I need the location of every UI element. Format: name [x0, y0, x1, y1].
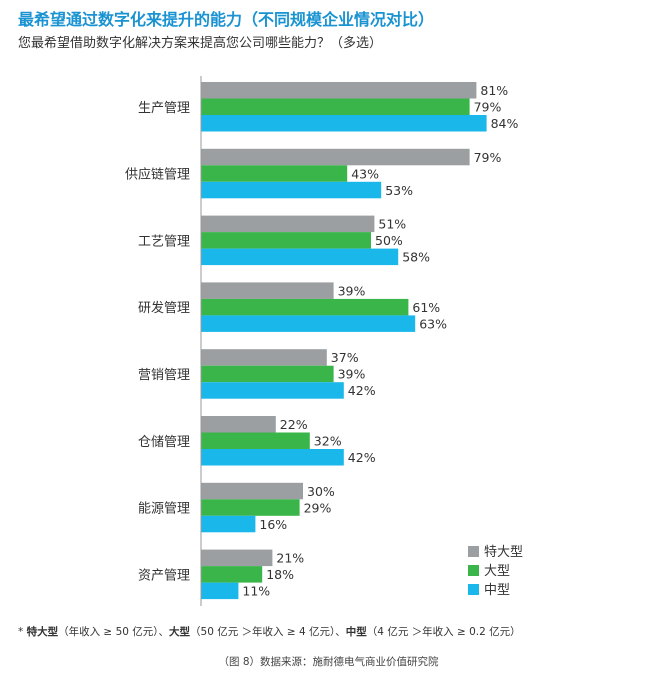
legend-swatch [468, 584, 479, 595]
data-label: 63% [419, 316, 447, 331]
chart-title: 最希望通过数字化来提升的能力（不同规模企业情况对比） [18, 10, 435, 29]
bar [201, 382, 344, 399]
data-label: 84% [491, 116, 519, 131]
data-label: 79% [474, 100, 502, 115]
bar [201, 82, 477, 99]
source-note: （图 8）数据来源：施耐德电气商业价值研究院 [218, 656, 439, 668]
footnote-tier-1-definition: （年收入 ≥ 50 亿元）、 [58, 626, 170, 638]
bar [201, 449, 344, 466]
data-label: 81% [480, 83, 508, 98]
category-label: 工艺管理 [138, 234, 190, 249]
footnote-marker: * [18, 626, 27, 638]
bar [201, 515, 256, 533]
data-label: 50% [375, 233, 403, 248]
bar [201, 215, 375, 233]
data-label: 11% [242, 584, 270, 599]
data-label: 39% [338, 367, 366, 382]
category-label: 仓储管理 [138, 435, 190, 450]
data-label: 42% [348, 383, 376, 398]
data-label: 37% [331, 350, 359, 365]
bar [201, 181, 382, 199]
footnote-tier-2-definition: （50 亿元 ＞年收入 ≥ 4 亿元）、 [190, 626, 346, 638]
data-label: 79% [474, 150, 502, 165]
data-label: 21% [276, 551, 304, 566]
bar [201, 298, 409, 316]
footnote-tier-3-definition: （4 亿元 ＞年收入 ≥ 0.2 亿元） [366, 626, 521, 638]
bar [201, 482, 303, 500]
data-label: 30% [307, 484, 335, 499]
data-label: 53% [385, 183, 413, 198]
bar [201, 115, 487, 132]
size-definition-footnote: * 特大型（年收入 ≥ 50 亿元）、大型（50 亿元 ＞年收入 ≥ 4 亿元）… [18, 624, 521, 639]
category-label: 资产管理 [138, 568, 190, 583]
data-label: 43% [351, 166, 379, 181]
category-label: 供应链管理 [125, 167, 190, 183]
bar [201, 248, 399, 266]
category-label: 能源管理 [138, 502, 190, 517]
bar [201, 232, 371, 249]
footnote-tier-1-name: 特大型 [26, 626, 59, 638]
legend-label: 中型 [484, 583, 510, 598]
legend-label: 特大型 [484, 545, 523, 560]
bar-chart: 生产管理81%79%84%供应链管理79%43%53%工艺管理51%50%58%… [125, 76, 523, 606]
data-label: 29% [304, 500, 332, 515]
bar [201, 416, 276, 433]
footnote-tier-3-name: 中型 [345, 626, 367, 638]
data-label: 42% [348, 450, 376, 465]
data-label: 39% [338, 283, 366, 298]
legend-swatch [468, 565, 479, 576]
bar [201, 499, 300, 516]
data-label: 51% [378, 217, 406, 232]
data-label: 22% [280, 417, 308, 432]
legend-swatch [468, 546, 479, 557]
bar [201, 566, 263, 583]
bar [201, 282, 334, 299]
bar [201, 165, 348, 182]
category-label: 生产管理 [138, 101, 190, 116]
data-label: 61% [412, 300, 440, 315]
chart-subtitle: 您最希望借助数字化解决方案来提高您公司哪些能力？（多选） [18, 36, 383, 51]
legend-label: 大型 [484, 564, 510, 579]
bar [201, 148, 470, 166]
data-label: 18% [266, 567, 294, 582]
data-label: 32% [314, 434, 342, 449]
bar [201, 582, 239, 600]
category-label: 营销管理 [138, 368, 190, 383]
data-label: 58% [402, 250, 430, 265]
bar [201, 98, 470, 115]
bar [201, 365, 334, 383]
data-label: 16% [259, 517, 287, 532]
bar [201, 432, 310, 449]
bar [201, 549, 273, 567]
bar [201, 349, 327, 366]
bar [201, 315, 416, 332]
footnote-tier-2-name: 大型 [169, 626, 191, 638]
category-label: 研发管理 [138, 300, 190, 316]
